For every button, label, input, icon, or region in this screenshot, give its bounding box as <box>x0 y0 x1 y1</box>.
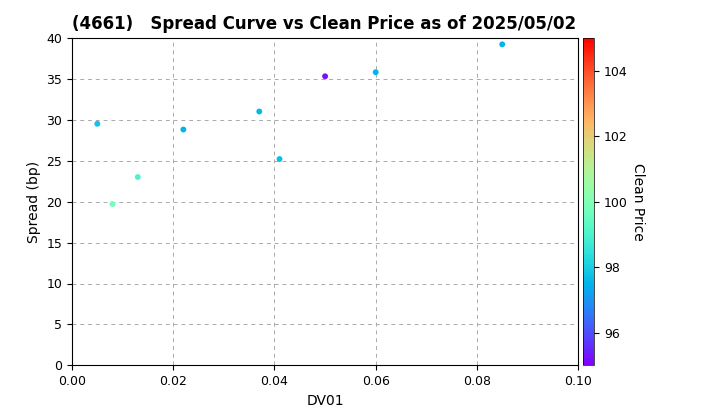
Point <box>497 41 508 48</box>
Point <box>274 156 285 163</box>
Point <box>253 108 265 115</box>
Point <box>319 73 330 80</box>
Point <box>178 126 189 133</box>
Point <box>132 174 143 181</box>
Y-axis label: Spread (bp): Spread (bp) <box>27 160 41 243</box>
Text: (4661)   Spread Curve vs Clean Price as of 2025/05/02: (4661) Spread Curve vs Clean Price as of… <box>72 16 576 34</box>
Point <box>107 201 118 207</box>
Point <box>91 121 103 127</box>
X-axis label: DV01: DV01 <box>306 394 344 408</box>
Point <box>370 69 382 76</box>
Y-axis label: Clean Price: Clean Price <box>631 163 644 241</box>
